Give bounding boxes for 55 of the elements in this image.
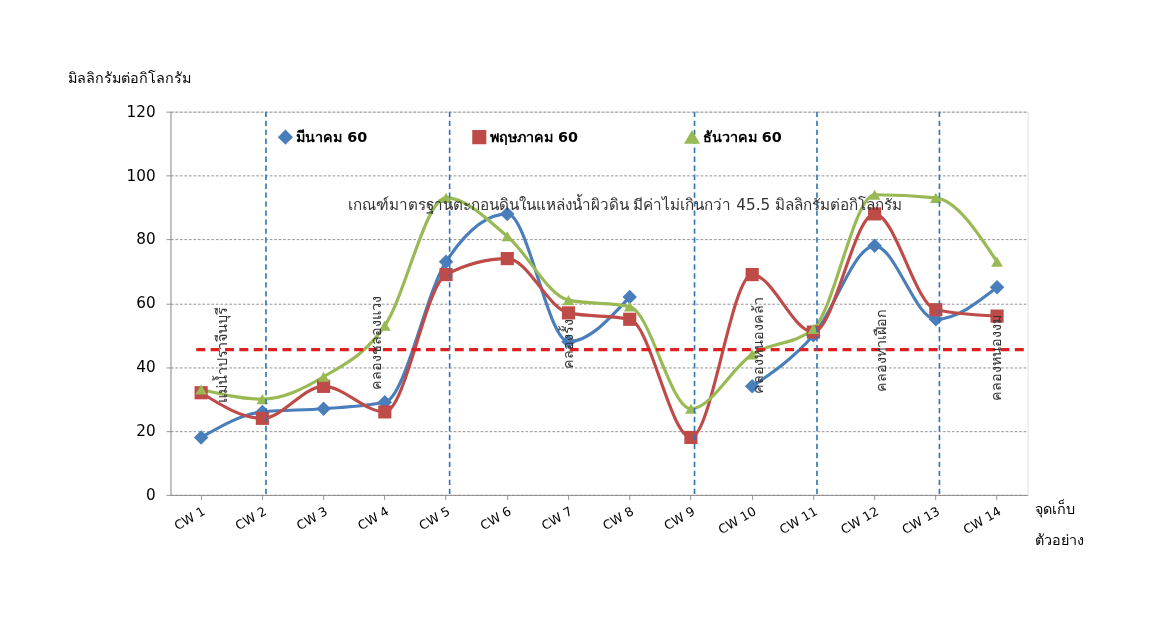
annotation: คลองรั้ง	[557, 319, 576, 370]
point	[929, 192, 942, 203]
annotation: คลองท่าเฝือก	[872, 308, 889, 392]
point	[255, 411, 269, 425]
x-tick-label: CW 14	[960, 503, 1004, 537]
point	[685, 403, 697, 414]
point	[622, 289, 637, 305]
point	[316, 401, 331, 416]
x-tick-label: CW 1	[171, 503, 208, 533]
legend-label: มีนาคม 60	[296, 128, 368, 145]
y-tick-label: 100	[126, 166, 156, 185]
point	[684, 430, 698, 445]
point	[929, 303, 943, 317]
point	[439, 268, 453, 282]
x-tick-label: CW 9	[661, 503, 698, 533]
point	[623, 312, 637, 326]
x-tick-label: CW 2	[232, 503, 269, 533]
x-tick-label: CW 7	[538, 503, 575, 533]
point	[561, 306, 576, 320]
annotation: คลองหนองคล้า	[749, 297, 766, 395]
point	[562, 295, 575, 306]
point	[867, 238, 882, 254]
y-tick-label: 40	[136, 358, 156, 377]
x-tick-label: CW 8	[599, 503, 637, 533]
x-tick-label: CW 6	[477, 503, 514, 533]
point	[500, 252, 514, 266]
y-tick-label: 120	[126, 102, 156, 121]
annotation: คลองหนองงม	[987, 314, 1004, 401]
point	[438, 254, 454, 270]
point	[378, 405, 392, 419]
y-axis-title: มิลลิกรัมต่อกิโลกรัม	[67, 68, 191, 86]
x-tick-label: CW 11	[776, 503, 820, 537]
legend-label: ธันวาคม 60	[702, 129, 782, 145]
x-tick-label: CW 4	[355, 503, 392, 533]
point	[991, 256, 1003, 267]
x-tick-label: CW 10	[715, 503, 759, 537]
y-tick-label: 0	[146, 485, 156, 504]
point	[195, 384, 207, 395]
point	[989, 280, 1005, 295]
y-tick-label: 80	[136, 230, 156, 249]
x-tick-label: CW 12	[837, 503, 882, 537]
x-axis-title: จุดเก็บ ตัวอย่าง	[1035, 499, 1085, 548]
point	[193, 430, 209, 445]
x-tick-label: CW 3	[293, 503, 331, 533]
legend-label: พฤษภาคม 60	[490, 128, 579, 145]
x-tick-label: CW 5	[416, 503, 453, 533]
y-tick-label: 60	[136, 294, 156, 313]
point	[745, 268, 759, 282]
annotation: แม่น้ำปราจีนบุรี	[212, 307, 232, 404]
point	[317, 371, 330, 382]
y-tick-label: 20	[136, 422, 156, 441]
point	[623, 301, 636, 312]
point	[807, 323, 820, 334]
x-tick-label: CW 13	[899, 503, 943, 537]
annotation: คลองชลองแวง	[368, 295, 385, 390]
